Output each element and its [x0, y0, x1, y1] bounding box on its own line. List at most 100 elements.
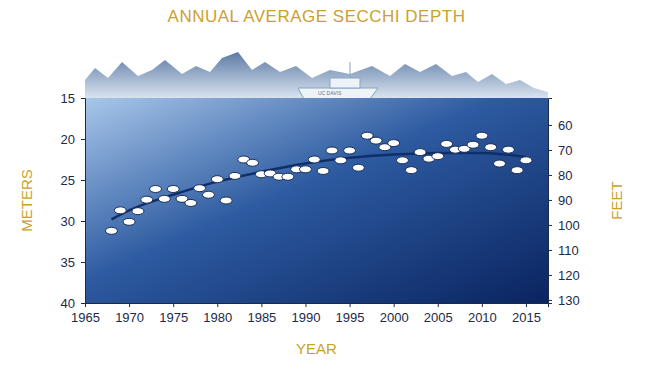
y-axis-tick: 15: [61, 91, 85, 106]
x-axis-tick: 1985: [247, 303, 276, 325]
x-axis-tick-mark: [129, 303, 130, 307]
x-axis-tick-mark: [217, 303, 218, 307]
x-axis-tick-mark: [173, 303, 174, 307]
y2-axis-tick-mark: [548, 175, 552, 176]
y-axis-tick: 20: [61, 132, 85, 147]
y2-axis-tick-mark: [548, 250, 552, 251]
y-axis-line: [81, 99, 86, 304]
data-point: [211, 176, 223, 183]
y2-axis-tick-label: 60: [558, 118, 572, 133]
y-axis-tick-mark: [81, 303, 85, 304]
boat-cabin: [330, 78, 360, 88]
y-axis-tick: 40: [61, 296, 85, 311]
x-axis-title: YEAR: [296, 340, 337, 357]
data-point: [185, 199, 197, 206]
data-point: [344, 147, 356, 154]
y2-axis-tick: 60: [548, 118, 572, 133]
x-axis-tick: 1980: [203, 303, 232, 325]
data-point: [370, 137, 382, 144]
data-point: [467, 141, 479, 148]
data-point: [396, 157, 408, 164]
y2-axis-title: FEET: [608, 181, 625, 219]
x-axis-tick: 1965: [71, 303, 100, 325]
y2-axis: 60708090100110120130: [548, 99, 580, 308]
y2-axis-tick-label: 110: [558, 243, 579, 258]
data-point: [247, 159, 259, 166]
x-axis-line: [86, 304, 549, 308]
y-axis-tick: 25: [61, 173, 85, 188]
data-point: [167, 186, 179, 193]
boat-mast: [350, 62, 351, 78]
data-point: [141, 196, 153, 203]
y-axis-title: METERS: [18, 169, 35, 232]
data-point: [123, 218, 135, 225]
y2-axis-tick: 90: [548, 193, 572, 208]
x-axis-tick-mark: [482, 303, 483, 307]
y-axis-tick-label: 40: [61, 296, 75, 311]
data-point: [414, 149, 426, 156]
y2-axis-tick: 100: [548, 218, 580, 233]
y-axis-tick-label: 20: [61, 132, 75, 147]
y2-axis-tick-label: 70: [558, 143, 572, 158]
data-point: [282, 173, 294, 180]
x-axis-tick: 2010: [468, 303, 497, 325]
y2-axis-tick-mark: [548, 150, 552, 151]
data-point: [114, 207, 126, 214]
mountains: [85, 52, 548, 98]
data-point: [299, 166, 311, 173]
trend-line: [111, 153, 525, 219]
x-axis-tick-label: 2000: [380, 310, 409, 325]
y2-axis-tick-mark: [548, 125, 552, 126]
data-point: [220, 197, 232, 204]
data-point: [502, 146, 514, 153]
data-point: [317, 167, 329, 174]
x-axis-tick-mark: [350, 303, 351, 307]
y-axis-tick: 30: [61, 214, 85, 229]
data-point: [352, 164, 364, 171]
y2-axis-tick-mark: [548, 200, 552, 201]
title: ANNUAL AVERAGE SECCHI DEPTH: [168, 7, 466, 26]
data-point: [194, 185, 206, 192]
y-axis-tick-label: 15: [61, 91, 75, 106]
y2-axis-tick-label: 90: [558, 193, 572, 208]
x-axis-tick-mark: [526, 303, 527, 307]
x-axis-tick-label: 1970: [115, 310, 144, 325]
data-point: [511, 167, 523, 174]
y-axis: 15 20 25 30 35 40: [61, 91, 86, 311]
x-axis-tick: 1990: [292, 303, 321, 325]
x-axis-tick-label: 1965: [71, 310, 100, 325]
chart: UC DAVIS19651970197519801985199019952000…: [0, 0, 648, 369]
data-point: [105, 227, 117, 234]
y2-axis-tick: 70: [548, 143, 572, 158]
x-axis-tick-mark: [394, 303, 395, 307]
data-point: [485, 144, 497, 151]
data-point: [158, 195, 170, 202]
x-axis-tick-label: 1990: [292, 310, 321, 325]
x-axis-tick: 2000: [380, 303, 409, 325]
y-axis-tick: 35: [61, 255, 85, 270]
data-point: [476, 132, 488, 139]
y2-axis-tick: 80: [548, 168, 572, 183]
x-axis-tick: 1975: [159, 303, 188, 325]
data-point: [405, 167, 417, 174]
y-axis-tick-mark: [81, 180, 85, 181]
y2-axis-tick-label: 80: [558, 168, 572, 183]
y2-axis-line: [549, 99, 553, 304]
data-point: [335, 157, 347, 164]
y-axis-tick-label: 35: [61, 255, 75, 270]
data-point: [229, 172, 241, 179]
data-point: [432, 153, 444, 160]
y2-axis-tick: 120: [548, 268, 580, 283]
data-point: [520, 157, 532, 164]
y2-axis-tick-mark: [548, 300, 552, 301]
y-axis-tick-mark: [81, 262, 85, 263]
y2-axis-tick-label: 100: [558, 218, 580, 233]
x-axis-tick: 1995: [336, 303, 365, 325]
y-axis-tick-label: 30: [61, 214, 75, 229]
y-axis-tick-mark: [81, 221, 85, 222]
x-axis-tick-label: 1995: [336, 310, 365, 325]
marks: [105, 132, 531, 234]
x-axis-tick-label: 1985: [247, 310, 276, 325]
x-axis-tick-mark: [261, 303, 262, 307]
x-axis-tick-label: 1975: [159, 310, 188, 325]
